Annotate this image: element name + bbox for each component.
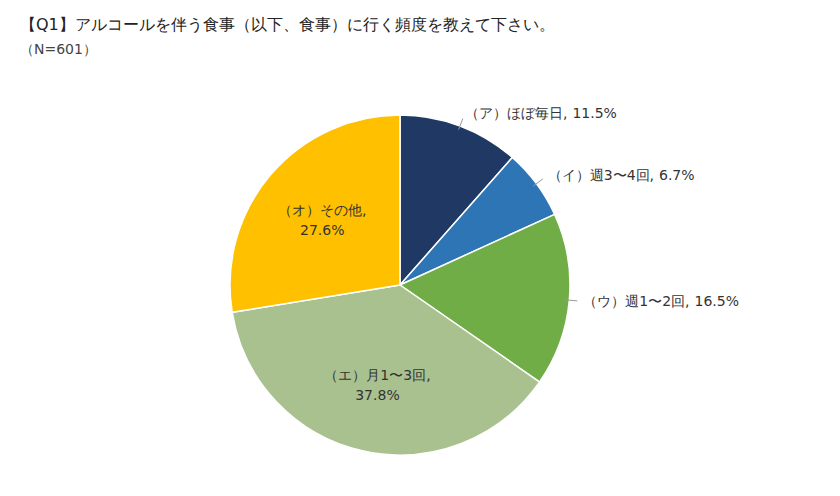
data-label: 27.6% — [300, 222, 344, 238]
category-label: （エ）月1〜3回, — [324, 367, 430, 383]
slice-label: （オ）その他, 27.6% — [278, 202, 366, 238]
leader-line — [565, 300, 577, 301]
category-label: （ア）ほぼ毎日, — [465, 105, 567, 121]
pie-slice — [230, 115, 400, 312]
data-label: 37.8% — [355, 387, 399, 403]
leader-line — [533, 179, 543, 186]
pie-slice — [232, 285, 539, 455]
title: 【Q1】アルコールを伴う食事（以下、食事）に行く頻度を教えて下さい。 — [20, 15, 555, 34]
data-label: 16.5% — [695, 293, 739, 309]
category-label: （イ）週3〜4回, — [548, 167, 654, 183]
slice-label: （ウ）週1〜2回, 16.5% — [583, 293, 739, 309]
chart-container: 【Q1】アルコールを伴う食事（以下、食事）に行く頻度を教えて下さい。 （N=601… — [0, 0, 840, 496]
labels: （ア）ほぼ毎日, 11.5% （イ）週3〜4回, 6.7% （ウ）週1〜2回, 16.5%… — [278, 105, 739, 404]
subtitle: （N=601） — [20, 41, 97, 57]
slice-label: （ア）ほぼ毎日, 11.5% — [465, 105, 617, 121]
category-label: （ウ）週1〜2回, — [583, 293, 689, 309]
data-label: 6.7% — [659, 167, 695, 183]
slice-label: （イ）週3〜4回, 6.7% — [548, 167, 695, 183]
slices — [230, 115, 570, 455]
category-label: （オ）その他, — [278, 202, 366, 218]
chart: 【Q1】アルコールを伴う食事（以下、食事）に行く頻度を教えて下さい。 （N=601… — [0, 0, 840, 496]
data-label: 11.5% — [572, 105, 616, 121]
slice-label: （エ）月1〜3回, 37.8% — [324, 367, 430, 403]
leader-line — [459, 118, 463, 129]
